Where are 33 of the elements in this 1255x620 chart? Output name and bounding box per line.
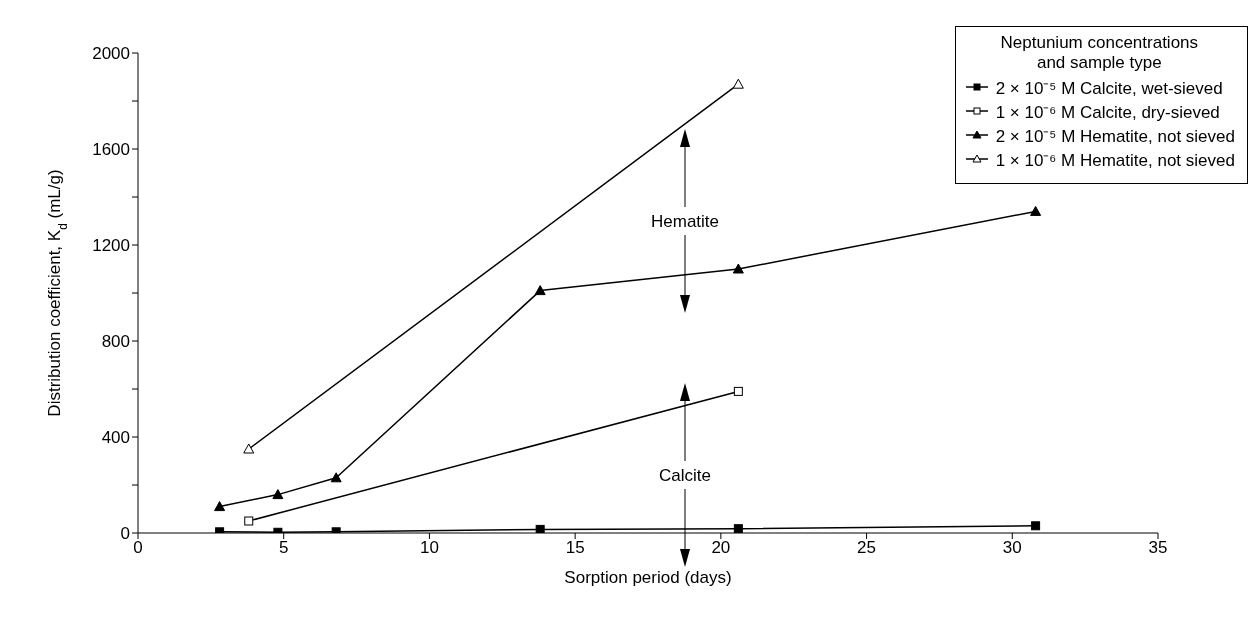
point [733, 524, 743, 533]
annotation: Hematite [650, 212, 720, 231]
x-tick-label: 10 [419, 538, 439, 558]
x-tick-label: 0 [133, 538, 143, 558]
x-tick-label: 25 [857, 538, 877, 558]
y-tick-label: 2000 [92, 44, 130, 64]
x-tick-label: 15 [565, 538, 585, 558]
x-tick-label: 30 [1002, 538, 1022, 558]
point [244, 516, 254, 526]
legend-label: 1 × 10⁻⁶ M Hematite, not sieved [995, 149, 1235, 171]
point [733, 386, 743, 396]
point [732, 263, 744, 274]
legend-title: Neptunium concentrations and sample type [999, 33, 1200, 73]
legend-label: 2 × 10⁻⁵ M Calcite, wet-sieved [995, 77, 1223, 99]
x-tick-label: 5 [278, 538, 289, 558]
point [272, 489, 284, 500]
y-tick-label: 400 [101, 428, 130, 448]
y-tick-label: 0 [120, 524, 130, 544]
x-tick-label: 35 [1148, 538, 1168, 558]
x-axis-title: Sorption period (days) [564, 568, 732, 587]
point [535, 524, 545, 533]
x-tick-label: 20 [711, 538, 731, 558]
point [330, 472, 342, 483]
y-tick-label: 800 [101, 332, 130, 352]
legend-label: 2 × 10⁻⁵ M Hematite, not sieved [995, 125, 1235, 147]
point [1030, 205, 1042, 216]
y-tick-label: 1600 [92, 140, 130, 160]
point [214, 501, 226, 512]
annotation: Calcite [659, 466, 711, 485]
legend-label: 1 × 10⁻⁶ M Calcite, dry-sieved [995, 101, 1220, 123]
y-tick-label: 1200 [92, 236, 130, 256]
point [1031, 521, 1041, 531]
point [534, 285, 546, 296]
